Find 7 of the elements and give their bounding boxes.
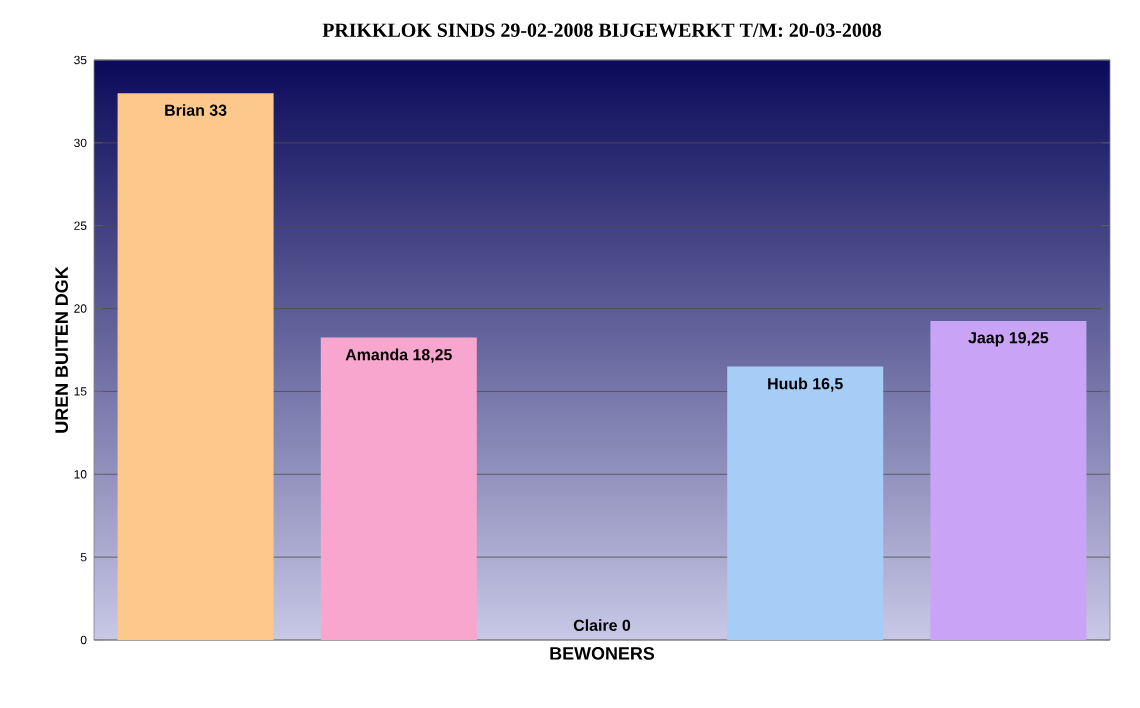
y-axis-title: UREN BUITEN DGK <box>55 266 68 433</box>
chart-title: PRIKKLOK SINDS 29-02-2008 BIJGEWERKT T/M: 20-03-2008 <box>322 23 882 38</box>
bar <box>117 93 274 640</box>
bar <box>320 337 477 640</box>
bar <box>727 366 884 640</box>
x-axis-title: BEWONERS <box>550 647 655 660</box>
bar <box>930 321 1087 640</box>
